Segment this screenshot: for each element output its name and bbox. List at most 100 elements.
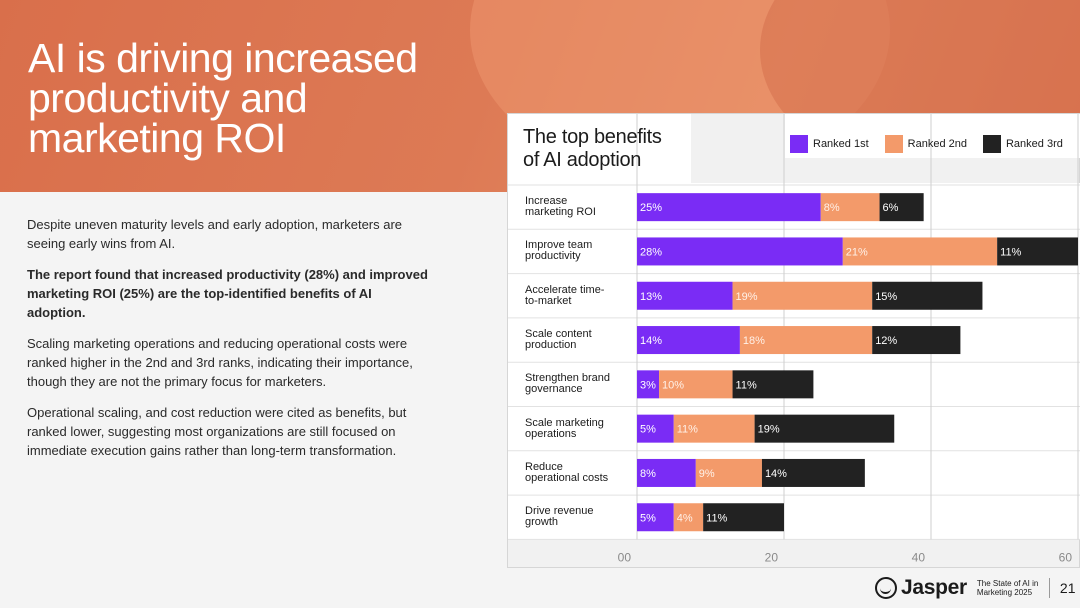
data-label: 25% <box>640 202 662 214</box>
page-title-line: AI is driving increased <box>28 35 418 81</box>
data-label: 6% <box>883 202 899 214</box>
bar-ranked-3rd <box>872 281 983 310</box>
chart-plot: 25% 8% 6% 28% 21% 11% 13% 19% 15% 14% 18% 12% 3% 10% 1… <box>508 114 1080 564</box>
chart-title-line: of AI adoption <box>523 149 642 171</box>
bar-ranked-3rd <box>754 414 895 443</box>
legend-panel <box>785 114 1080 158</box>
jasper-logo-icon <box>875 577 897 599</box>
category-label: Scale marketing operations <box>525 416 635 440</box>
category-label: Strengthen brand governance <box>525 373 635 395</box>
page-number: 21 <box>1059 580 1076 596</box>
body-copy: Despite uneven maturity levels and early… <box>27 215 432 472</box>
legend-swatch <box>884 135 903 153</box>
data-label: 12% <box>875 335 897 347</box>
category-label: Reduce operational costs <box>525 461 635 484</box>
bar-ranked-3rd <box>703 503 784 532</box>
bar-ranked-2nd <box>732 281 873 310</box>
bar-ranked-3rd <box>997 237 1078 266</box>
bar-ranked-2nd <box>842 237 998 266</box>
data-label: 15% <box>875 291 897 303</box>
data-label: 10% <box>662 379 684 391</box>
category-label-line: Strengthen brand <box>525 372 611 385</box>
bar-ranked-1st <box>637 370 660 399</box>
legend-item: Ranked 2nd <box>884 135 967 153</box>
category-label-line: governance <box>525 383 583 396</box>
bar-ranked-2nd <box>820 193 880 222</box>
category-label-line: production <box>525 339 577 352</box>
category-label-line: Accelerate time- <box>525 283 605 296</box>
bar-ranked-1st <box>637 414 674 443</box>
category-label: Accelerate time-to-market <box>525 283 635 307</box>
legend-item: Ranked 1st <box>790 135 869 153</box>
data-label: 8% <box>824 202 840 214</box>
legend-swatch <box>982 135 1001 153</box>
tick-label: 40 <box>912 550 926 564</box>
category-label-line: Scale content <box>525 328 592 341</box>
chart-card: 25% 8% 6% 28% 21% 11% 13% 19% 15% 14% 18% 12% 3% 10% 1… <box>507 113 1080 568</box>
chart-legend: Ranked 1st Ranked 2nd Ranked 3rd <box>790 122 1080 166</box>
bar-ranked-1st <box>637 237 843 266</box>
category-label: Improve team productivity <box>525 240 635 262</box>
bar-ranked-3rd <box>879 193 924 222</box>
legend-label: Ranked 2nd <box>907 138 967 150</box>
category-label: Increase marketing ROI <box>525 196 635 218</box>
bar-ranked-3rd <box>761 458 865 487</box>
brand-name: Jasper <box>901 576 967 599</box>
legend-swatch <box>790 135 808 153</box>
bar-ranked-1st <box>637 458 696 487</box>
data-label: 3% <box>640 379 656 391</box>
bar-ranked-2nd <box>739 326 873 355</box>
body-paragraph: Operational scaling, and cost reduction … <box>27 405 407 458</box>
category-label-line: to-market <box>525 294 572 307</box>
data-label: 28% <box>640 246 662 258</box>
bar-ranked-2nd <box>695 458 762 487</box>
data-label: 14% <box>640 335 662 347</box>
bar-ranked-1st <box>637 326 740 355</box>
report-title: The State of AI in Marketing 2025 <box>977 579 1041 597</box>
bar-ranked-2nd <box>673 503 704 532</box>
data-label: 11% <box>677 424 698 436</box>
data-label: 4% <box>677 512 693 524</box>
bar-ranked-1st <box>637 503 674 532</box>
bar-ranked-3rd <box>872 326 961 355</box>
category-label: Drive revenue growth <box>525 506 635 528</box>
chart-title-line: The top benefits <box>523 126 662 148</box>
data-label: 13% <box>640 291 662 303</box>
data-label: 19% <box>736 291 758 303</box>
bar-ranked-2nd <box>673 414 755 443</box>
data-label: 18% <box>743 335 765 347</box>
data-label: 5% <box>640 424 656 436</box>
data-label: 5% <box>640 512 656 524</box>
data-label: 19% <box>758 424 780 436</box>
footer-divider <box>1048 578 1050 598</box>
body-paragraph: Scaling marketing operations and reducin… <box>27 336 413 389</box>
footer: Jasper The State of AI in Marketing 2025… <box>875 576 1076 600</box>
bar-ranked-3rd <box>732 370 814 399</box>
tick-label: 00 <box>618 550 632 564</box>
category-label-line: operational costs <box>525 471 609 484</box>
bar-ranked-1st <box>637 193 821 222</box>
category-label-line: Improve team <box>525 239 593 252</box>
category-label-line: Increase <box>525 195 568 208</box>
data-label: 11% <box>1000 246 1021 258</box>
page-title: AI is driving increased productivity and… <box>28 35 468 159</box>
data-label: 21% <box>846 246 868 258</box>
report-title-line: The State of AI in <box>976 579 1039 588</box>
category-label: Scale content production <box>525 329 635 351</box>
data-label: 8% <box>640 468 656 480</box>
title-panel <box>508 114 691 184</box>
category-label-line: growth <box>525 516 559 529</box>
chart-title: The top benefits of AI adoption <box>523 126 723 172</box>
legend-item: Ranked 3rd <box>982 135 1063 153</box>
report-title-line: Marketing 2025 <box>976 588 1033 597</box>
category-label-line: operations <box>525 427 577 440</box>
legend-label: Ranked 1st <box>813 138 869 150</box>
tick-label: 60 <box>1059 550 1073 564</box>
body-paragraph-highlight: The report found that increased producti… <box>27 267 428 320</box>
hero-banner: AI is driving increased productivity and… <box>0 0 1080 192</box>
data-label: 14% <box>765 468 787 480</box>
tick-label: 20 <box>765 550 779 564</box>
category-label-line: Scale marketing <box>525 416 604 429</box>
category-label-line: marketing ROI <box>525 206 596 219</box>
bar-ranked-1st <box>637 281 733 310</box>
